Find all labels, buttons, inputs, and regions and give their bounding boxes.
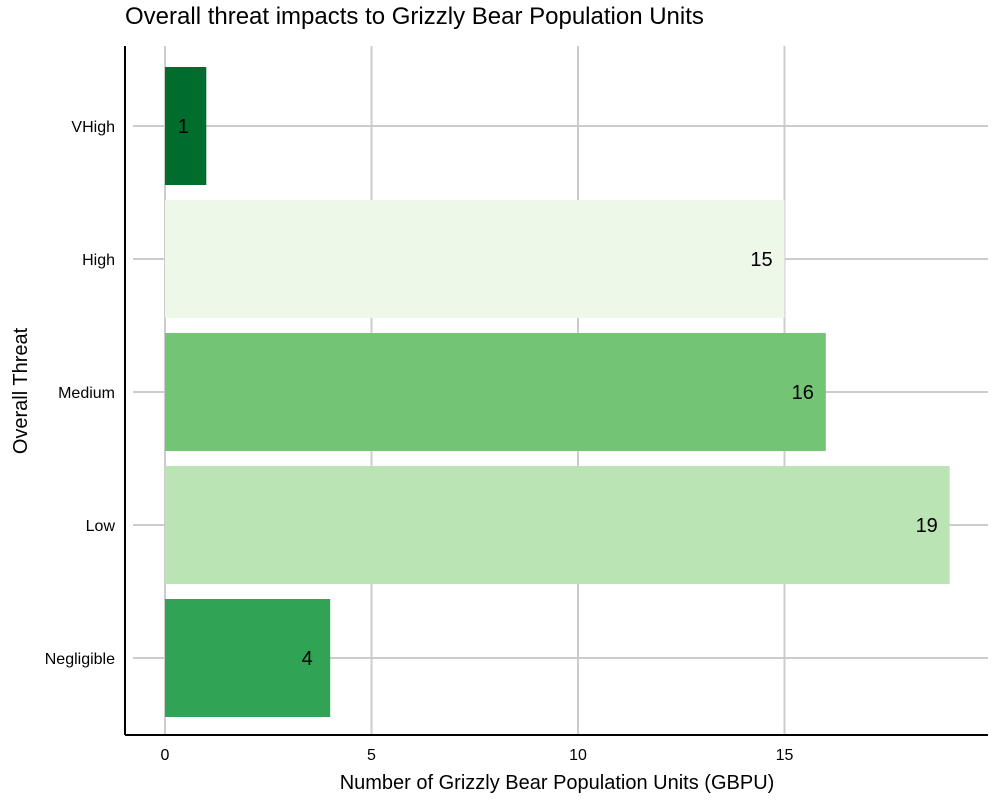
y-tick-label: High [82,252,115,269]
bar [165,67,207,185]
chart-title: Overall threat impacts to Grizzly Bear P… [125,3,704,30]
bar [165,466,950,584]
y-axis-label: Overall Threat [10,327,32,454]
y-tick-labels: VHigh High Medium Low Negligible [45,119,116,668]
y-tick-label: Medium [58,385,115,402]
bars [165,67,950,717]
x-tick-label: 10 [569,747,587,764]
bar-value-label: 19 [916,515,938,537]
x-tick-label: 0 [161,747,170,764]
x-axis-label: Number of Grizzly Bear Population Units … [340,772,775,794]
bar-value-label: 4 [302,648,313,670]
y-tick-label: Low [86,518,116,535]
bar-value-label: 1 [178,116,189,138]
data-labels: 1 15 16 19 4 [178,116,938,670]
y-tick-label: VHigh [71,119,115,136]
x-tick-label: 5 [367,747,376,764]
bar [165,200,785,318]
x-tick-labels: 0 5 10 15 [161,747,794,764]
bar-value-label: 16 [792,382,814,404]
bar-value-label: 15 [750,249,772,271]
x-tick-label: 15 [776,747,794,764]
bar [165,599,331,717]
bar [165,333,826,451]
y-tick-label: Negligible [45,651,115,668]
